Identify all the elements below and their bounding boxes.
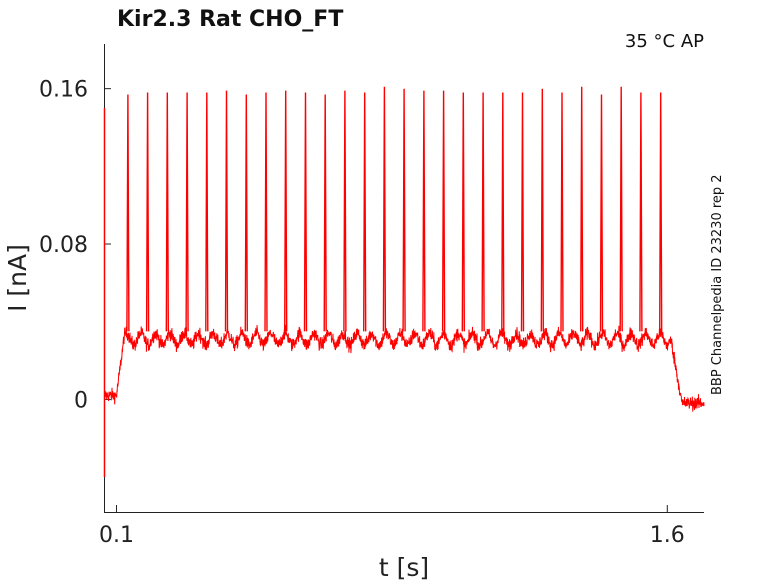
spike: [145, 92, 150, 332]
spike: [560, 92, 564, 332]
condition-label: 35 °C AP: [625, 31, 704, 52]
ticks: 0 0.08 0.16 0.1 1.6: [39, 78, 685, 548]
spike: [619, 86, 623, 332]
spike: [580, 86, 584, 332]
spike: [284, 90, 288, 332]
spike: [461, 92, 465, 332]
x-tick-label: 1.6: [650, 523, 685, 548]
side-label: BBP Channelpedia ID 23230 rep 2: [710, 174, 725, 395]
spike: [441, 90, 446, 332]
spike: [599, 94, 604, 332]
spike: [540, 88, 544, 332]
x-axis-label: t [s]: [379, 553, 429, 582]
chart-title: Kir2.3 Rat CHO_FT: [117, 7, 343, 32]
spike: [303, 92, 308, 332]
spike: [363, 92, 367, 332]
spike: [323, 94, 327, 332]
spike: [126, 94, 130, 332]
spike: [165, 92, 169, 332]
spike: [264, 92, 268, 332]
spike: [501, 92, 505, 332]
y-axis-label: I [nA]: [3, 244, 32, 312]
spike: [343, 90, 347, 332]
current-trace: [103, 86, 705, 477]
trace-line: [104, 324, 705, 412]
spike: [520, 92, 525, 332]
y-tick-label: 0.08: [39, 233, 88, 258]
y-tick-label: 0: [74, 388, 88, 413]
spike: [244, 94, 248, 332]
y-tick-label: 0.16: [39, 78, 88, 103]
spike: [659, 92, 663, 332]
spike: [205, 92, 209, 332]
spike: [224, 90, 229, 332]
spike: [639, 92, 643, 332]
x-tick-label: 0.1: [99, 523, 134, 548]
spike: [402, 88, 406, 332]
spike: [422, 90, 426, 332]
spike: [382, 86, 387, 332]
spike: [185, 92, 189, 332]
spike: [481, 92, 485, 332]
